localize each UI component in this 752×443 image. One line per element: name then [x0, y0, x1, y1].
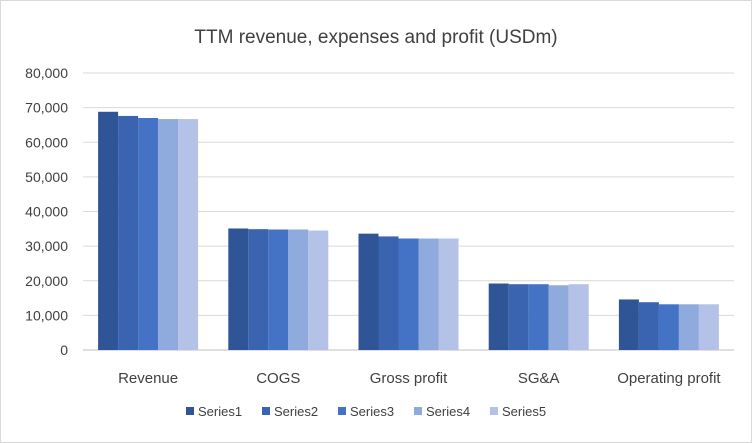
y-tick-label: 80,000: [25, 65, 68, 81]
legend: Series1 Series2 Series3 Series4 Series5: [186, 404, 546, 419]
bar-series3-5: [658, 304, 679, 350]
legend-swatch: [262, 407, 270, 415]
legend-label: Series5: [502, 404, 546, 419]
y-tick-label: 10,000: [25, 307, 68, 323]
x-category-label: Gross profit: [370, 370, 448, 387]
legend-swatch: [186, 407, 194, 415]
legend-swatch: [338, 407, 346, 415]
x-category-label: SG&A: [518, 370, 560, 387]
bar-series4-4: [548, 285, 569, 350]
legend-label: Series3: [350, 404, 394, 419]
bar-series1-3: [358, 233, 379, 350]
bar-series1-2: [228, 228, 249, 350]
y-tick-label: 60,000: [25, 134, 68, 150]
bar-series4-5: [678, 304, 699, 350]
bar-series2-3: [378, 236, 399, 350]
x-category-label: Revenue: [118, 370, 178, 387]
bar-series1-1: [98, 111, 119, 350]
bar-series4-1: [158, 119, 179, 351]
bar-series5-4: [568, 284, 589, 350]
y-tick-label: 50,000: [25, 169, 68, 185]
bar-series1-5: [618, 299, 639, 350]
bars: [98, 111, 719, 351]
legend-swatch: [414, 407, 422, 415]
y-tick-label: 20,000: [25, 273, 68, 289]
y-tick-label: 30,000: [25, 238, 68, 254]
x-axis-category-labels: Revenue COGS Gross profit SG&A Operating pro…: [118, 370, 721, 387]
bar-series5-2: [308, 230, 329, 350]
bar-series2-2: [248, 229, 269, 350]
x-category-label: Operating profit: [617, 370, 721, 387]
bar-series2-4: [508, 284, 529, 350]
y-tick-label: 0: [60, 342, 68, 358]
legend-label: Series4: [426, 404, 470, 419]
y-axis-tick-labels: 0 10,000 20,000 30,000 40,000 50,000 60,000 70,…: [25, 65, 68, 358]
y-tick-label: 70,000: [25, 100, 68, 116]
chart-title: TTM revenue, expenses and profit (USDm): [194, 27, 557, 48]
bar-series3-3: [398, 238, 419, 350]
x-category-label: COGS: [256, 370, 300, 387]
bar-series4-2: [288, 229, 309, 350]
bar-series3-1: [138, 118, 159, 350]
y-tick-label: 40,000: [25, 204, 68, 220]
bar-series1-4: [488, 283, 509, 350]
bar-series3-4: [528, 284, 549, 350]
bar-series3-2: [268, 229, 289, 350]
bar-series2-5: [638, 302, 659, 350]
bar-series2-1: [118, 115, 139, 350]
legend-swatch: [490, 407, 498, 415]
legend-label: Series1: [198, 404, 242, 419]
bar-series5-3: [438, 238, 459, 350]
legend-label: Series2: [274, 404, 318, 419]
bar-series5-5: [698, 304, 719, 350]
bar-series4-3: [418, 238, 439, 350]
bar-series5-1: [178, 119, 199, 351]
